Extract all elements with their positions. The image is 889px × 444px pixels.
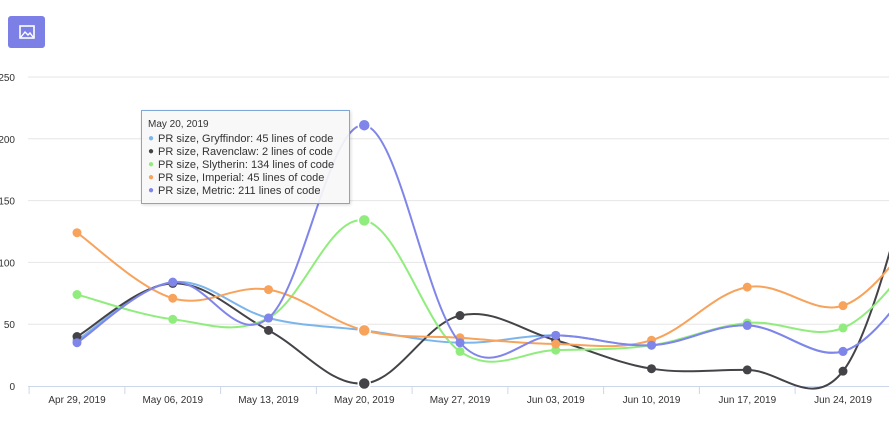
tooltip-row-ravenclaw: ● PR size, Ravenclaw: 2 lines of code [148, 145, 343, 158]
export-image-button[interactable] [8, 16, 45, 48]
x-tick-label: May 13, 2019 [238, 395, 299, 406]
data-point [647, 364, 656, 374]
data-point [455, 338, 465, 348]
data-point [742, 365, 752, 375]
data-point [168, 293, 178, 303]
data-point [742, 282, 752, 292]
data-point [551, 330, 561, 340]
tooltip: May 20, 2019 ● PR size, Gryffindor: 45 l… [141, 110, 350, 204]
y-tick-label: 50 [4, 320, 16, 331]
series-line [76, 251, 889, 390]
y-tick-label: 100 [0, 258, 15, 269]
legend-dot-icon: ● [148, 145, 155, 157]
image-icon [18, 25, 35, 39]
tooltip-row-text: PR size, Ravenclaw: 2 lines of code [158, 145, 333, 158]
data-point [168, 314, 178, 324]
y-tick-label: 200 [0, 135, 15, 146]
data-point [264, 285, 273, 295]
x-axis: Apr 29, 2019 May 06, 2019 May 13, 2019 May … [28, 386, 889, 406]
tooltip-row-metric: ● PR size, Metric: 211 lines of code [148, 184, 343, 197]
y-axis: 0 50 100 150 200 250 [0, 73, 15, 393]
x-tick-label: May 27, 2019 [430, 395, 491, 406]
data-point [455, 311, 465, 321]
x-tick-label: May 20, 2019 [334, 395, 395, 406]
tooltip-row-gryffindor: ● PR size, Gryffindor: 45 lines of code [148, 132, 343, 145]
y-tick-label: 150 [0, 197, 15, 208]
tooltip-row-text: PR size, Slytherin: 134 lines of code [158, 158, 335, 171]
x-tick-label: May 06, 2019 [142, 395, 203, 406]
data-point [838, 301, 848, 311]
data-point [72, 338, 82, 348]
tooltip-date: May 20, 2019 [148, 119, 209, 130]
data-point [357, 376, 371, 391]
series-group [72, 118, 889, 391]
data-point [551, 345, 561, 355]
data-point [742, 320, 752, 330]
legend-dot-icon: ● [148, 158, 155, 170]
data-point [357, 213, 371, 228]
data-point [264, 325, 273, 335]
legend-dot-icon: ● [148, 171, 155, 183]
series-line [76, 219, 889, 363]
data-point [72, 228, 82, 238]
tooltip-row-text: PR size, Gryffindor: 45 lines of code [158, 132, 334, 145]
data-point [357, 323, 371, 338]
x-tick-label: Jun 17, 2019 [718, 395, 776, 406]
data-point [455, 346, 465, 356]
data-point [72, 290, 82, 300]
data-point [168, 277, 178, 287]
x-tick-label: Jun 24, 2019 [814, 395, 872, 406]
data-point [647, 340, 656, 350]
legend-dot-icon: ● [148, 184, 155, 196]
data-point [838, 366, 848, 376]
data-point [72, 332, 82, 342]
y-tick-label: 0 [9, 382, 15, 393]
data-point [551, 339, 561, 349]
y-tick-label: 250 [0, 73, 15, 84]
data-point [357, 118, 371, 132]
legend-dot-icon: ● [148, 132, 155, 144]
series-pr-size-imperial [72, 228, 889, 349]
tooltip-row-text: PR size, Imperial: 45 lines of code [158, 171, 325, 184]
series-line [76, 231, 889, 348]
tooltip-row-slytherin: ● PR size, Slytherin: 134 lines of code [148, 158, 343, 171]
data-point [838, 323, 848, 333]
x-tick-label: Apr 29, 2019 [48, 395, 106, 406]
data-point [838, 346, 848, 356]
data-point [264, 313, 273, 323]
series-pr-size-metric [72, 118, 889, 359]
tooltip-row-text: PR size, Metric: 211 lines of code [158, 184, 321, 197]
tooltip-row-imperial: ● PR size, Imperial: 45 lines of code [148, 171, 343, 184]
x-tick-label: Jun 10, 2019 [623, 395, 681, 406]
x-tick-label: Jun 03, 2019 [527, 395, 585, 406]
